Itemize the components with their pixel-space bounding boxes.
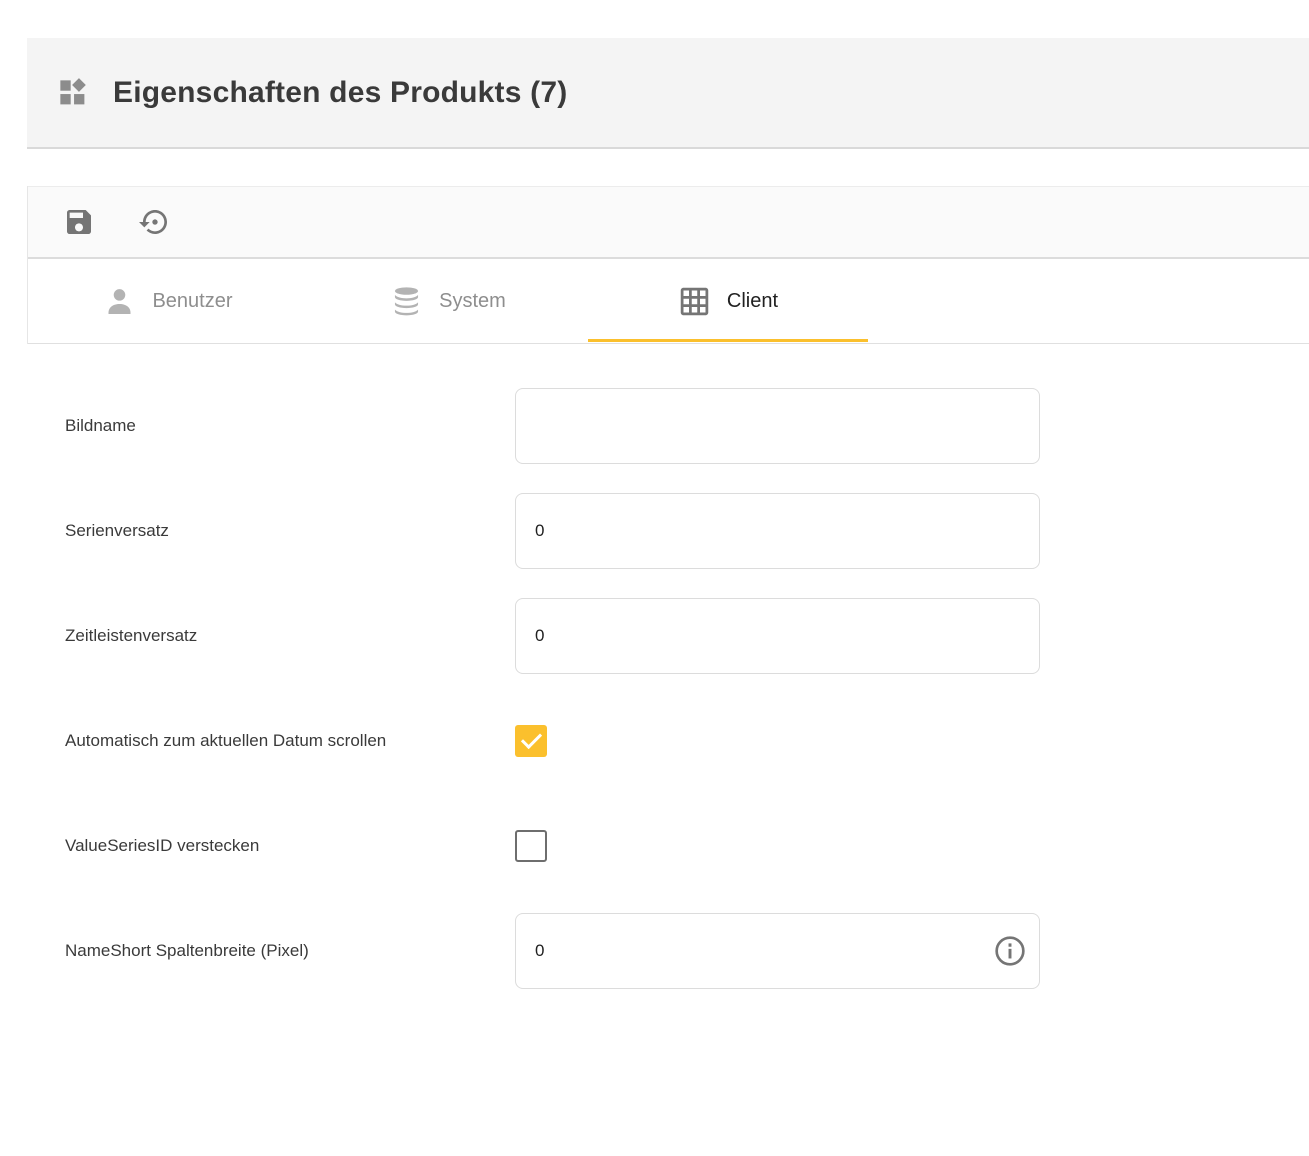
field-row-serienversatz: Serienversatz xyxy=(65,493,1309,569)
restore-button[interactable] xyxy=(138,205,172,239)
properties-panel: Benutzer System Client xyxy=(27,186,1309,344)
info-button[interactable] xyxy=(994,935,1026,967)
dashboard-icon xyxy=(60,78,86,105)
grid-icon xyxy=(680,287,709,315)
tab-client[interactable]: Client xyxy=(588,259,868,343)
client-settings-form: Bildname Serienversatz Zeitleistenversat… xyxy=(27,346,1309,1018)
auto-scroll-checkbox[interactable] xyxy=(515,725,547,757)
field-row-bildname: Bildname xyxy=(65,388,1309,464)
field-row-nameshort-spaltenbreite: NameShort Spaltenbreite (Pixel) xyxy=(65,913,1309,989)
tab-label: Benutzer xyxy=(152,289,233,312)
serienversatz-input[interactable] xyxy=(515,493,1040,569)
restore-icon xyxy=(139,210,167,234)
field-row-auto-scroll: Automatisch zum aktuellen Datum scrollen xyxy=(65,703,1309,779)
field-label: ValueSeriesID verstecken xyxy=(65,836,260,855)
save-button[interactable] xyxy=(62,205,96,239)
person-icon xyxy=(108,288,131,314)
save-icon xyxy=(67,210,91,234)
page-title: Eigenschaften des Produkts (7) xyxy=(113,75,568,109)
field-label: Serienversatz xyxy=(65,521,169,540)
field-label: Automatisch zum aktuellen Datum scrollen xyxy=(65,731,387,750)
tab-bar: Benutzer System Client xyxy=(28,259,1309,344)
tab-label: Client xyxy=(726,289,779,312)
field-label: Zeitleistenversatz xyxy=(65,626,198,645)
bildname-input[interactable] xyxy=(515,388,1040,464)
field-row-zeitleistenversatz: Zeitleistenversatz xyxy=(65,598,1309,674)
field-label: NameShort Spaltenbreite (Pixel) xyxy=(65,941,309,960)
info-icon xyxy=(995,936,1025,966)
database-icon xyxy=(395,286,419,315)
tab-benutzer[interactable]: Benutzer xyxy=(28,259,308,343)
tab-system[interactable]: System xyxy=(308,259,588,343)
field-label: Bildname xyxy=(65,416,136,435)
field-row-valueseriesid: ValueSeriesID verstecken xyxy=(65,808,1309,884)
toolbar xyxy=(28,186,1309,259)
tab-label: System xyxy=(439,289,506,312)
zeitleistenversatz-input[interactable] xyxy=(515,598,1040,674)
hide-valueseriesid-checkbox[interactable] xyxy=(515,830,547,862)
nameshort-spaltenbreite-input[interactable] xyxy=(515,913,1040,989)
page-header: Eigenschaften des Produkts (7) xyxy=(27,38,1309,149)
